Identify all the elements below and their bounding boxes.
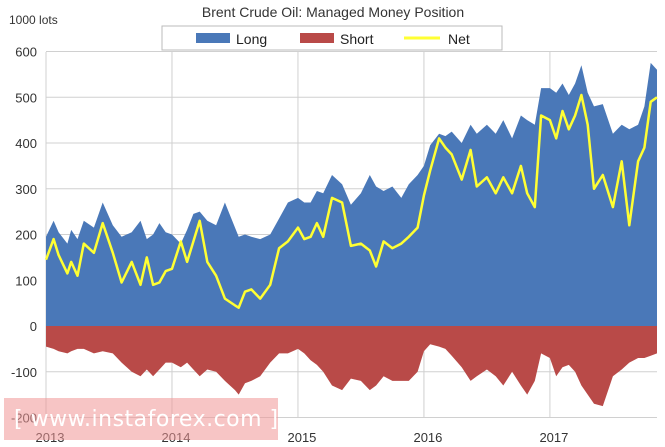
legend-swatch-long	[196, 33, 230, 43]
y-axis-unit: 1000 lots	[9, 13, 58, 27]
y-tick-label: 300	[15, 182, 37, 197]
y-tick-label: 400	[15, 136, 37, 151]
watermark: [ www.instaforex.com ]	[4, 398, 278, 440]
y-tick-label: 600	[15, 45, 37, 60]
y-tick-label: 100	[15, 273, 37, 288]
legend-label-net: Net	[448, 31, 470, 47]
chart-title: Brent Crude Oil: Managed Money Position	[202, 4, 464, 20]
net-line-group	[44, 93, 658, 309]
area-long	[46, 62, 657, 327]
area-short	[46, 326, 657, 407]
y-tick-label: 0	[30, 319, 37, 334]
y-tick-label: 500	[15, 90, 37, 105]
y-tick-label: 200	[15, 228, 37, 243]
x-tick-label: 2016	[413, 430, 442, 445]
x-tick-label: 2015	[287, 430, 316, 445]
y-tick-label: -100	[11, 365, 37, 380]
legend-label-long: Long	[236, 31, 267, 47]
legend: Long Short Net	[161, 25, 503, 51]
line-net	[44, 93, 658, 309]
x-tick-label: 2017	[539, 430, 568, 445]
legend-label-short: Short	[340, 31, 374, 47]
watermark-text: [ www.instaforex.com ]	[14, 407, 279, 432]
legend-swatch-short	[300, 33, 334, 43]
series-areas	[46, 62, 657, 407]
